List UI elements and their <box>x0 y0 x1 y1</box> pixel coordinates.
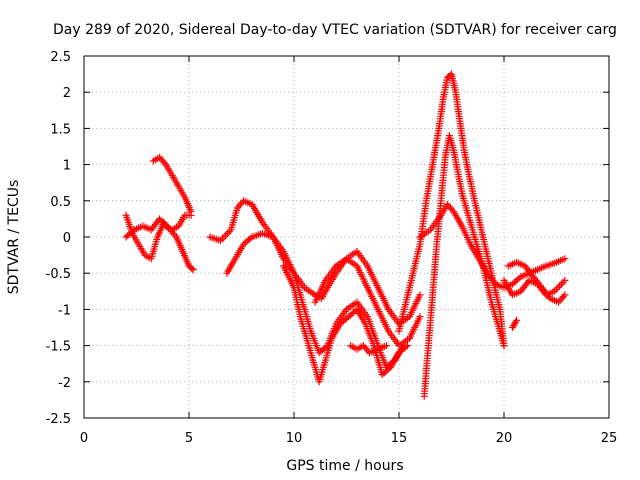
data-point <box>246 234 254 242</box>
data-point <box>187 208 195 216</box>
y-tick-label: 0 <box>63 231 71 246</box>
series-track-i <box>395 70 508 350</box>
series-track-k <box>416 200 569 292</box>
y-tick-label: 1 <box>63 159 71 174</box>
series-track-n <box>508 316 521 331</box>
grid <box>84 56 609 418</box>
y-tick-label: -2.5 <box>46 412 71 427</box>
series-track-g <box>311 255 424 350</box>
data-point <box>416 313 424 321</box>
series-track-a <box>122 211 197 274</box>
series-track-m <box>504 258 569 306</box>
data-point <box>382 342 390 350</box>
x-tick-label: 25 <box>601 431 618 446</box>
x-tick-label: 5 <box>185 431 193 446</box>
y-axis-label: SDTVAR / TECUs <box>6 180 22 295</box>
data-point <box>129 227 137 235</box>
y-tick-label: 0.5 <box>50 195 71 210</box>
data-point <box>561 291 569 299</box>
data-point <box>416 291 424 299</box>
data-point <box>500 342 508 350</box>
x-axis-label: GPS time / hours <box>286 458 403 474</box>
axis-ticks: 2.5 2 1.5 1 0.5 0 -0.5 -1 -1.5 -2 -2.5 0 5 10 15 20 25 <box>46 50 618 446</box>
y-tick-label: -1 <box>58 303 71 318</box>
data-points <box>122 70 569 400</box>
data-point <box>189 266 197 274</box>
y-tick-label: -2 <box>58 376 71 391</box>
data-point <box>188 264 196 272</box>
x-tick-label: 15 <box>391 431 408 446</box>
series-track-f <box>280 262 411 386</box>
x-tick-label: 20 <box>496 431 513 446</box>
data-point <box>561 255 569 263</box>
data-point <box>515 274 523 282</box>
y-tick-label: 2.5 <box>50 50 71 65</box>
y-tick-label: -1.5 <box>46 340 71 355</box>
y-tick-label: 2 <box>63 86 71 101</box>
data-point <box>513 316 521 324</box>
series-track-h <box>347 342 390 357</box>
chart-title: Day 289 of 2020, Sidereal Day-to-day VTE… <box>53 22 617 38</box>
x-tick-label: 0 <box>80 431 88 446</box>
x-tick-label: 10 <box>286 431 303 446</box>
data-point <box>561 276 569 284</box>
y-tick-label: -0.5 <box>46 267 71 282</box>
y-tick-label: 1.5 <box>50 122 71 137</box>
series-track-b <box>122 211 195 241</box>
series-track-c <box>149 153 195 216</box>
